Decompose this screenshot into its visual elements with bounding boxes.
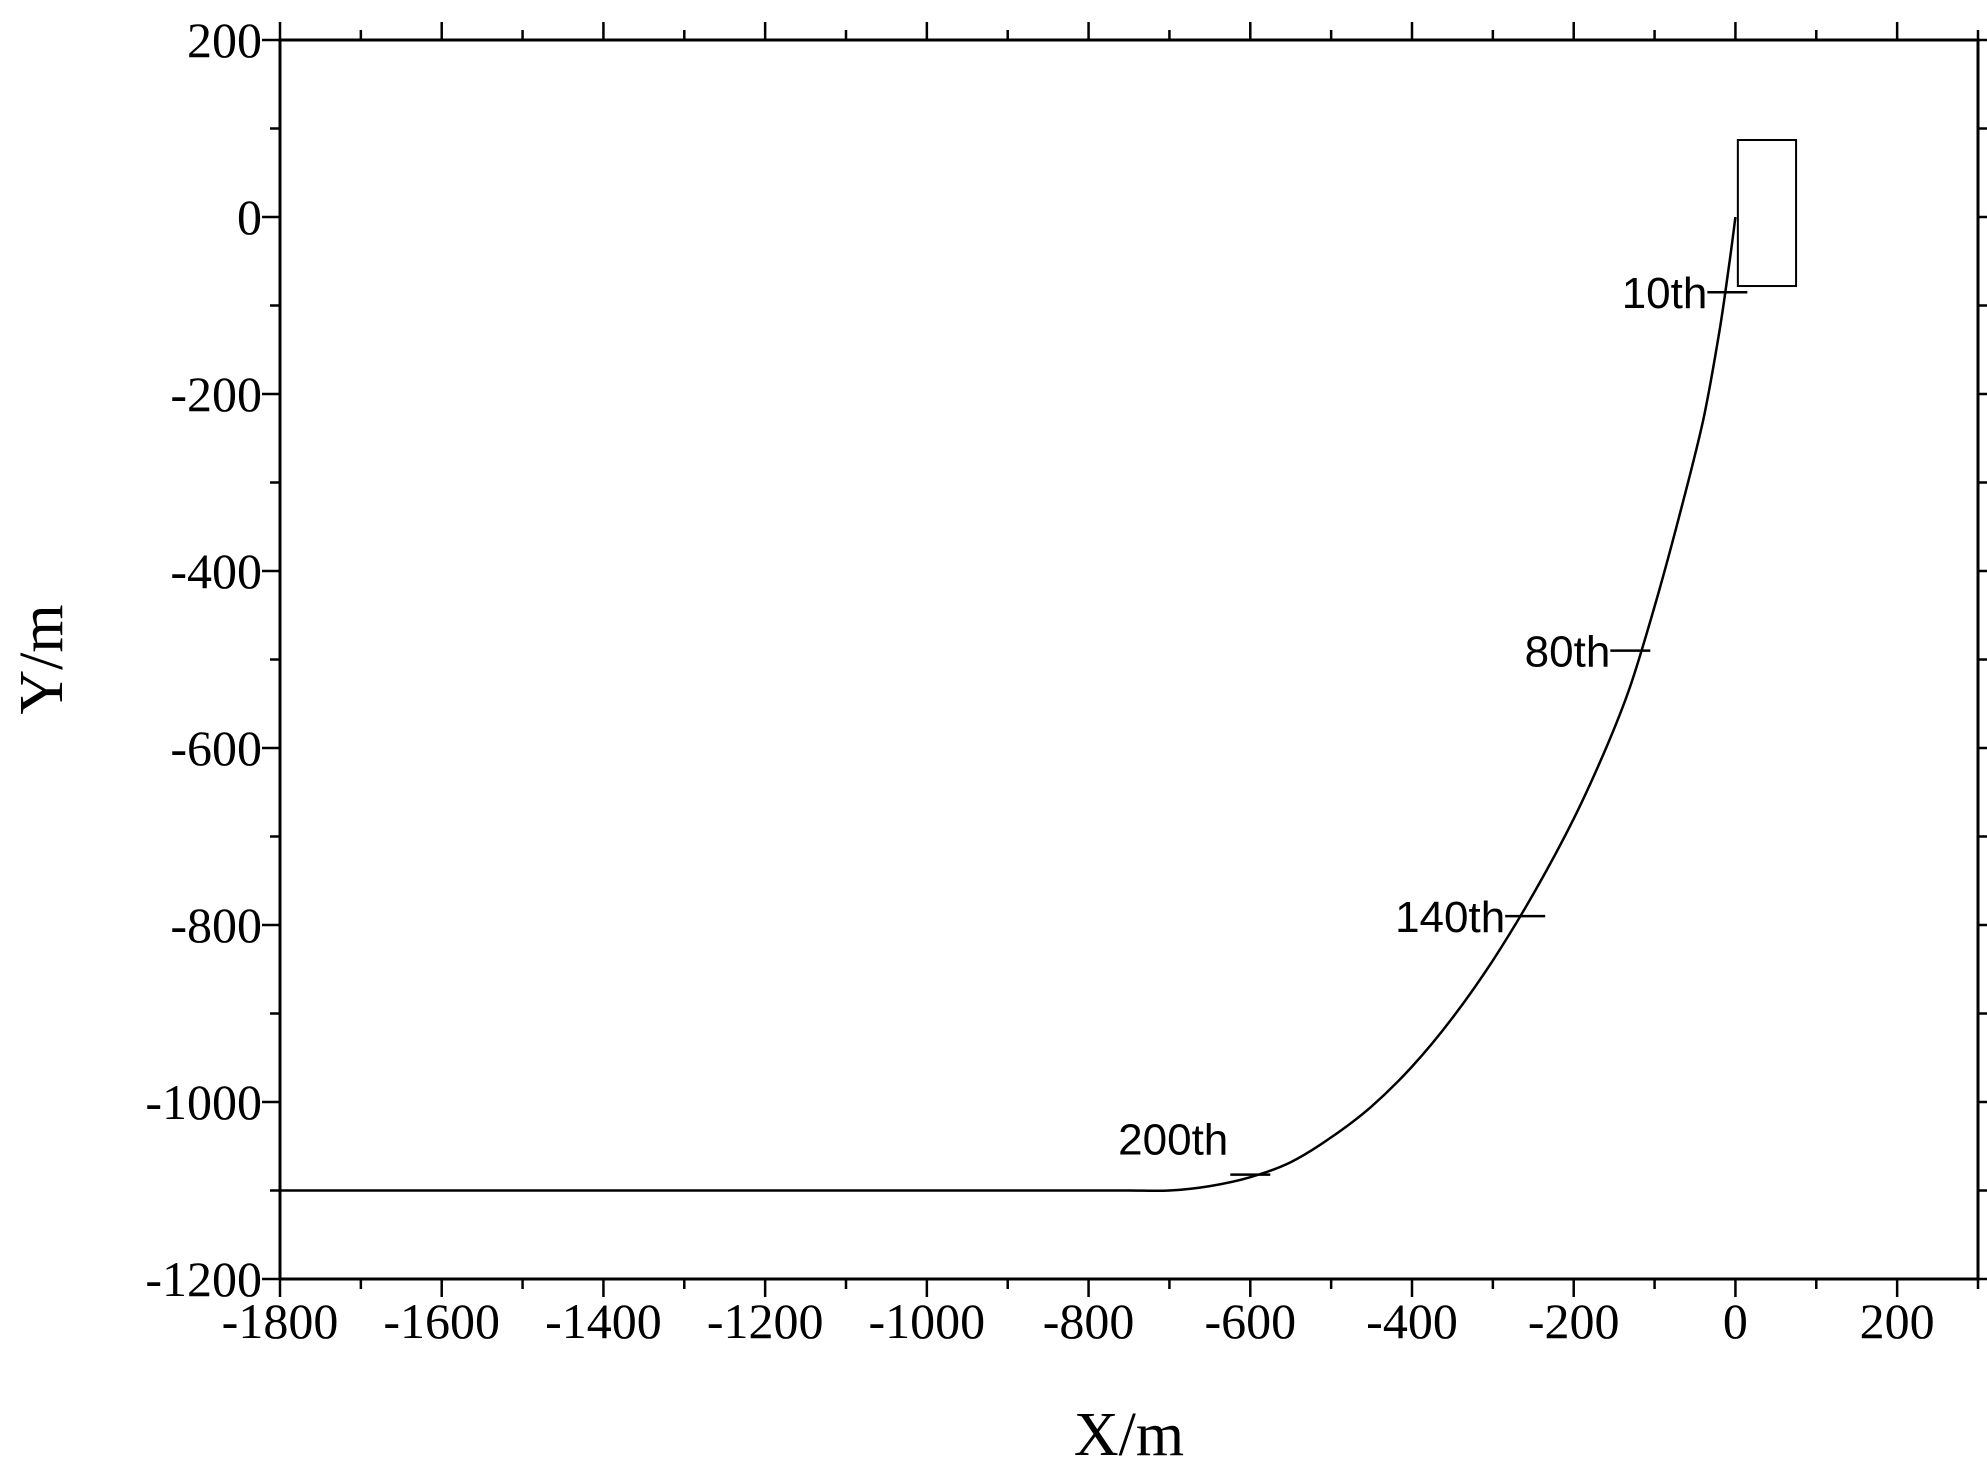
x-tick-label: -600 xyxy=(1204,1293,1296,1349)
y-axis-title: Y/m xyxy=(8,604,76,714)
marker-label-10th: 10th xyxy=(1622,269,1708,318)
x-tick-label: 200 xyxy=(1860,1293,1935,1349)
markers-layer: 10th 80th 140th 200th xyxy=(1118,269,1748,1176)
y-tick-label: -800 xyxy=(170,897,262,953)
plot-frame xyxy=(278,38,1980,1281)
x-tick-label: -200 xyxy=(1528,1293,1620,1349)
x-tick-label: -1200 xyxy=(707,1293,824,1349)
y-tick-label: 200 xyxy=(187,12,262,68)
x-tick-label: 0 xyxy=(1723,1293,1748,1349)
y-tick-label: -200 xyxy=(170,366,262,422)
y-tick-label: -400 xyxy=(170,543,262,599)
y-tick-label: -600 xyxy=(170,720,262,776)
ticks-layer xyxy=(262,22,1987,1297)
x-tick-label: -800 xyxy=(1043,1293,1135,1349)
y-tick-label: -1000 xyxy=(145,1074,262,1130)
x-tick-label: -1600 xyxy=(383,1293,500,1349)
x-axis-title: X/m xyxy=(1074,1401,1184,1469)
y-tick-label: -1200 xyxy=(145,1251,262,1307)
x-tick-label: -1400 xyxy=(545,1293,662,1349)
x-tick-label: -1000 xyxy=(869,1293,986,1349)
trajectory-line xyxy=(280,216,1737,1193)
start-rectangle xyxy=(1736,139,1798,288)
tick-labels-layer: -1800 -1600 -1400 -1200 -1000 -800 -600 -400 -20… xyxy=(145,12,1934,1349)
marker-label-80th: 80th xyxy=(1525,628,1611,677)
y-tick-label: 0 xyxy=(237,189,262,245)
x-tick-label: -400 xyxy=(1366,1293,1458,1349)
x-tick-label: -1800 xyxy=(222,1293,339,1349)
marker-label-140th: 140th xyxy=(1395,893,1505,942)
marker-label-200th: 200th xyxy=(1118,1116,1228,1165)
